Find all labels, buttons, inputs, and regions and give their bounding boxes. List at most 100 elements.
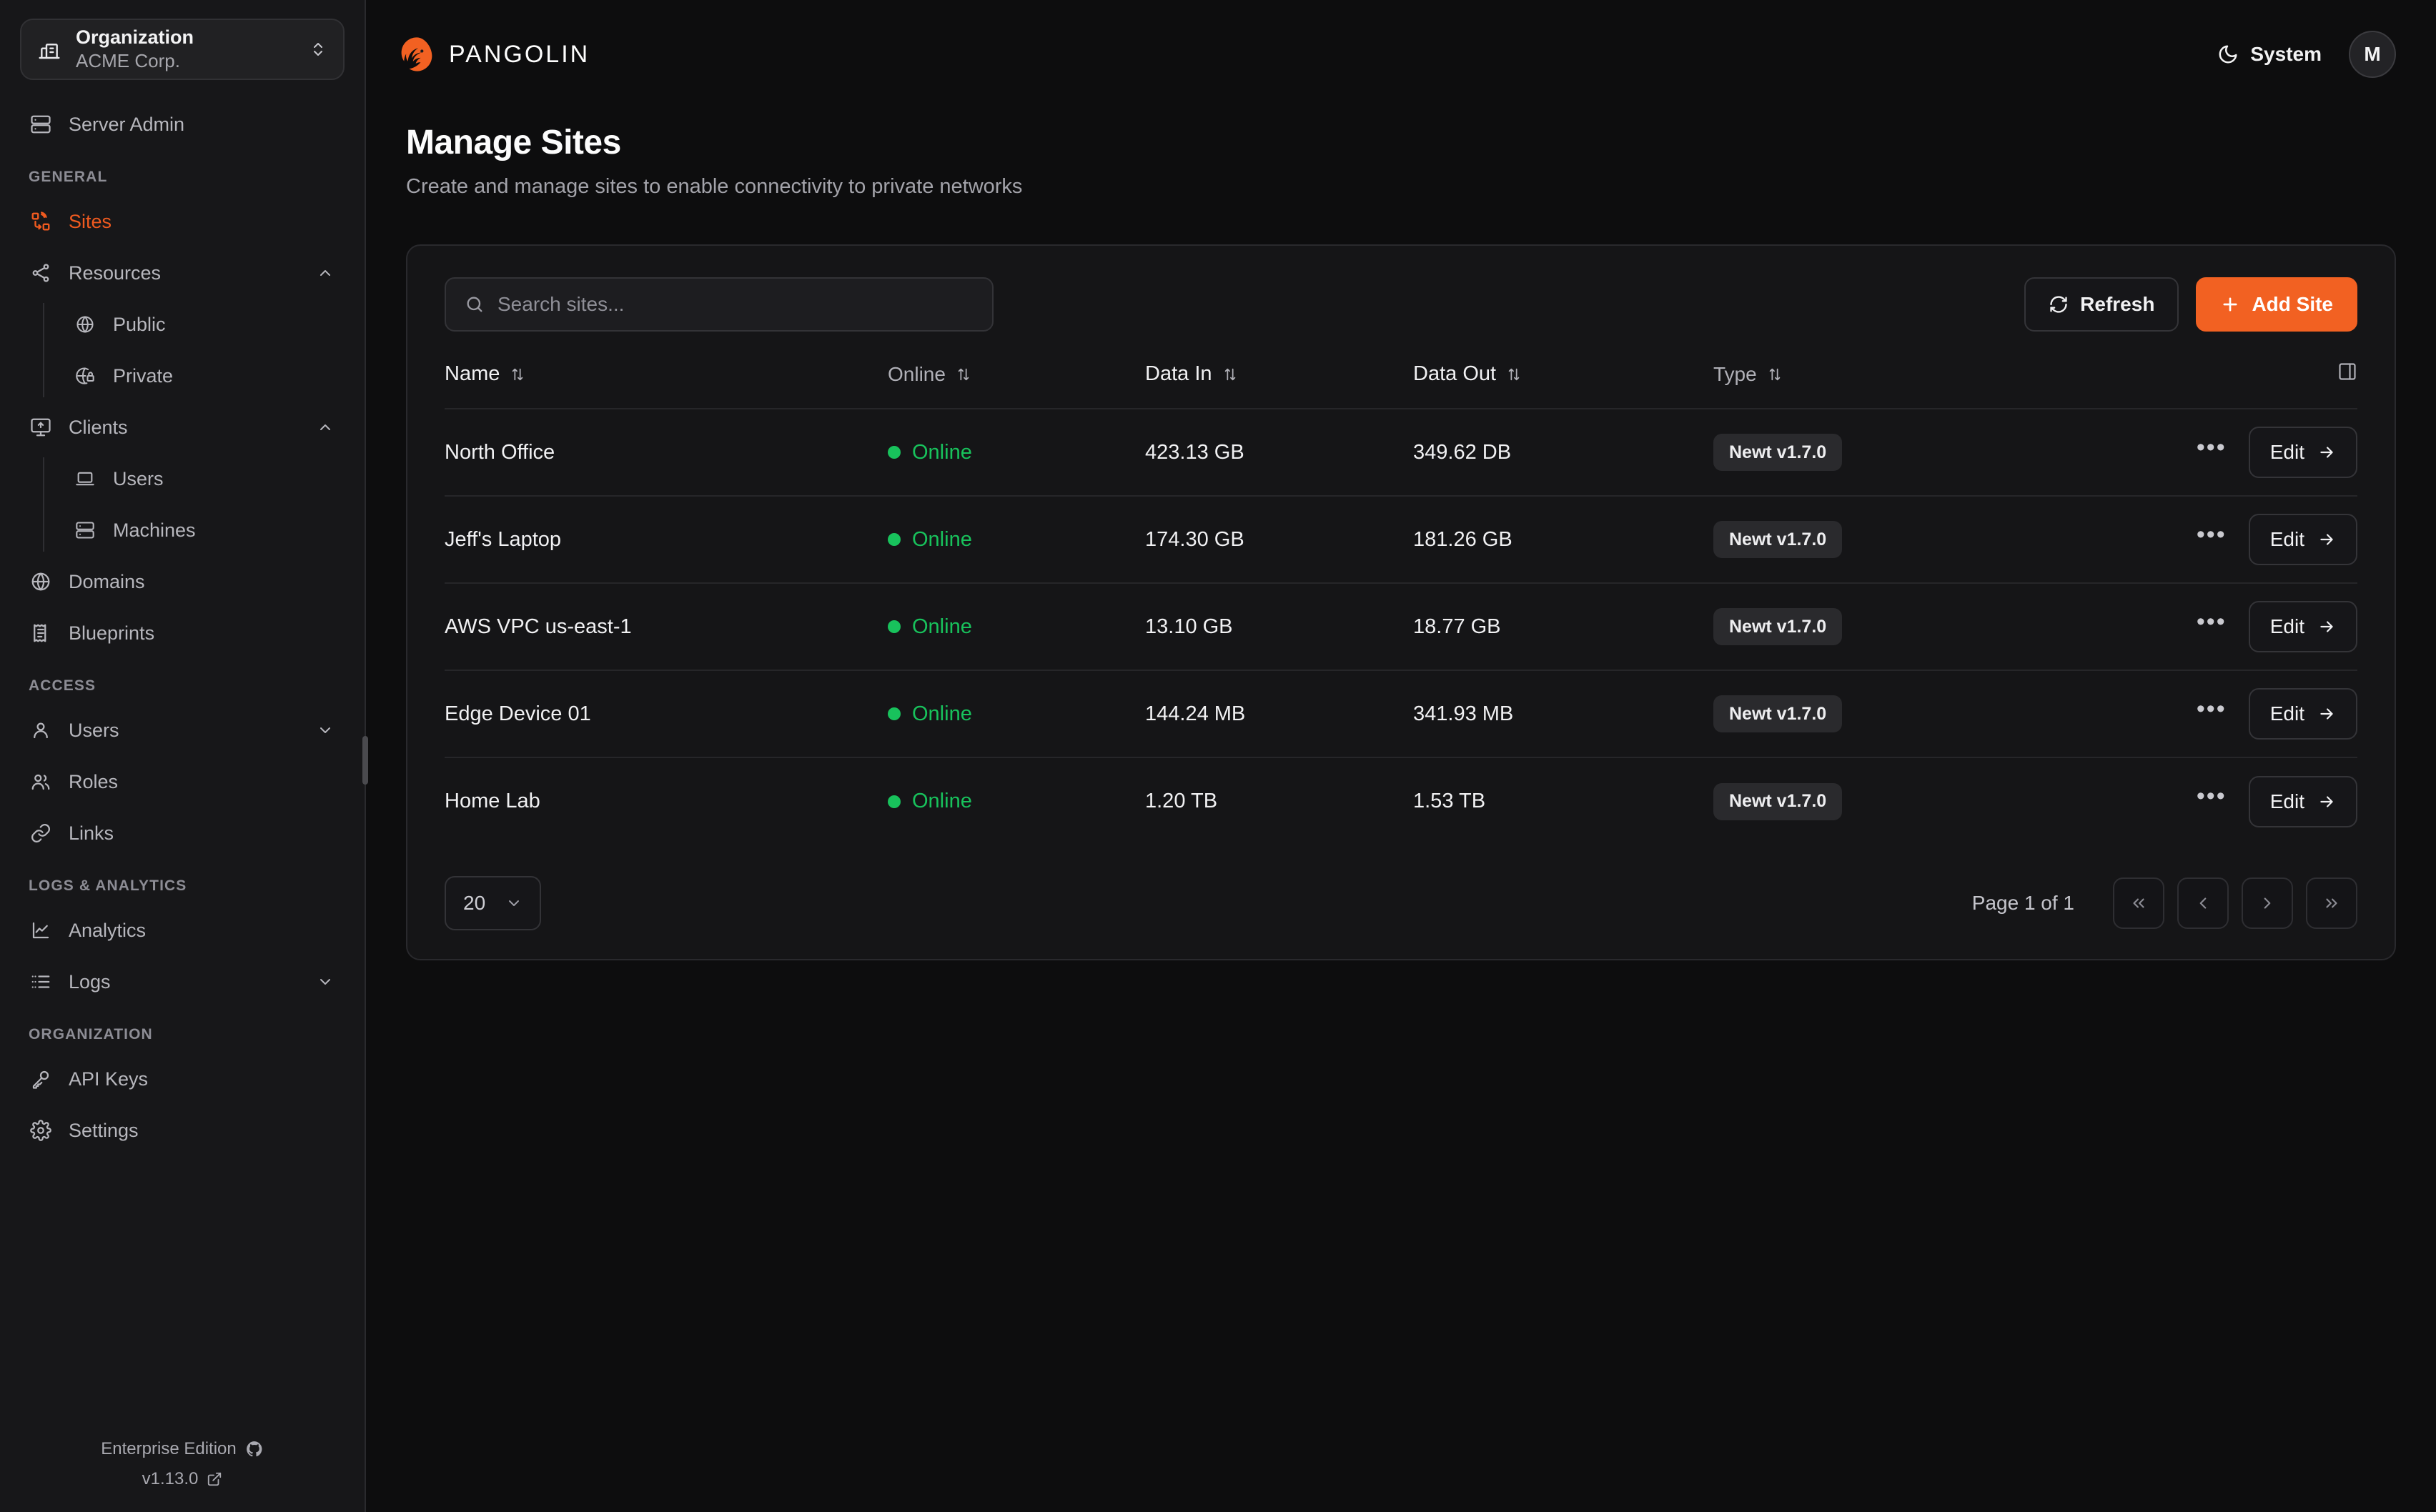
ellipsis-icon[interactable]: ••• [2196, 433, 2227, 461]
table-row[interactable]: Home Lab Online 1.20 TB 1.53 TB Newt v1.… [445, 757, 2357, 845]
table-row[interactable]: AWS VPC us-east-1 Online 13.10 GB 18.77 … [445, 582, 2357, 670]
prev-page-button[interactable] [2177, 877, 2229, 929]
table-row[interactable]: Edge Device 01 Online 144.24 MB 341.93 M… [445, 670, 2357, 757]
type-badge: Newt v1.7.0 [1713, 782, 1843, 820]
sidebar-item-users-clients[interactable]: Users [59, 453, 350, 504]
edit-button[interactable]: Edit [2248, 427, 2357, 478]
edition-link[interactable]: Enterprise Edition [101, 1439, 263, 1459]
sidebar-item-links[interactable]: Links [14, 807, 350, 859]
cell-data-in: 1.20 TB [1145, 757, 1413, 845]
table-row[interactable]: North Office Online 423.13 GB 349.62 DB … [445, 408, 2357, 496]
panel-toggle-icon[interactable] [2337, 362, 2357, 382]
search-input[interactable] [497, 293, 974, 316]
sidebar-item-label: Settings [69, 1119, 139, 1141]
cell-name: Jeff's Laptop [445, 495, 888, 583]
sidebar-item-server-admin[interactable]: Server Admin [14, 99, 350, 150]
cell-type: Newt v1.7.0 [1713, 670, 2028, 757]
sidebar-item-settings[interactable]: Settings [14, 1105, 350, 1156]
sidebar-item-users[interactable]: Users [14, 705, 350, 756]
cell-data-out: 181.26 GB [1413, 495, 1713, 583]
row-actions: ••• Edit [2028, 427, 2357, 478]
chevron-up-icon[interactable] [315, 264, 336, 282]
version-label: v1.13.0 [142, 1469, 199, 1488]
edit-button[interactable]: Edit [2248, 775, 2357, 827]
column-label: Data In [1145, 362, 1212, 385]
type-badge: Newt v1.7.0 [1713, 434, 1843, 471]
page-size-value: 20 [463, 892, 486, 914]
status-label: Online [912, 615, 972, 638]
sort-icon [510, 367, 525, 382]
chevron-down-icon[interactable] [315, 722, 336, 739]
edit-button[interactable]: Edit [2248, 688, 2357, 740]
sidebar-item-logs[interactable]: Logs [14, 956, 350, 1008]
topbar: PANGOLIN System M [366, 0, 2436, 109]
sidebar-item-label: Users [69, 719, 119, 741]
sort-toggle-name[interactable]: Name [445, 362, 525, 386]
chevron-up-icon[interactable] [315, 419, 336, 436]
sidebar-item-label: Clients [69, 416, 128, 438]
cell-type: Newt v1.7.0 [1713, 757, 2028, 845]
edit-button[interactable]: Edit [2248, 514, 2357, 565]
ellipsis-icon[interactable]: ••• [2196, 782, 2227, 810]
first-page-button[interactable] [2113, 877, 2164, 929]
sort-toggle-data-out[interactable]: Data Out [1413, 362, 1522, 386]
card-toolbar: Refresh Add Site [445, 277, 2357, 332]
sidebar-item-blueprints[interactable]: Blueprints [14, 607, 350, 659]
ellipsis-icon[interactable]: ••• [2196, 695, 2227, 722]
status-label: Online [912, 702, 972, 725]
status-label: Online [912, 440, 972, 464]
sort-toggle-online[interactable]: Online [888, 363, 971, 386]
status-badge: Online [888, 441, 1145, 464]
cell-type: Newt v1.7.0 [1713, 582, 2028, 670]
add-site-button[interactable]: Add Site [2196, 277, 2357, 332]
cell-type: Newt v1.7.0 [1713, 495, 2028, 583]
refresh-button[interactable]: Refresh [2024, 277, 2179, 332]
sidebar-section-general: GENERAL [29, 169, 108, 185]
sidebar-item-machines[interactable]: Machines [59, 504, 350, 556]
sidebar-item-label: Resources [69, 262, 162, 284]
sidebar-item-private[interactable]: Private [59, 350, 350, 402]
sidebar-item-analytics[interactable]: Analytics [14, 905, 350, 956]
last-page-button[interactable] [2306, 877, 2357, 929]
globe-icon [73, 314, 97, 334]
cell-data-in: 144.24 MB [1145, 670, 1413, 757]
search-box[interactable] [445, 277, 994, 332]
ellipsis-icon[interactable]: ••• [2196, 607, 2227, 635]
sidebar-item-label: Public [113, 313, 166, 335]
edit-button[interactable]: Edit [2248, 601, 2357, 652]
arrow-right-icon [2317, 792, 2336, 811]
sidebar-item-sites[interactable]: Sites [14, 196, 350, 247]
sort-toggle-data-in[interactable]: Data In [1145, 362, 1238, 386]
org-label: Organization [76, 26, 194, 49]
version-link[interactable]: v1.13.0 [142, 1469, 223, 1489]
edit-label: Edit [2269, 441, 2304, 463]
page-indicator: Page 1 of 1 [1971, 892, 2074, 914]
sidebar-item-clients[interactable]: Clients [14, 402, 350, 453]
page-size-select[interactable]: 20 [445, 876, 542, 930]
sidebar-item-domains[interactable]: Domains [14, 556, 350, 607]
brand-logo[interactable]: PANGOLIN [397, 35, 590, 74]
sidebar-item-resources[interactable]: Resources [14, 247, 350, 299]
server-icon [29, 114, 53, 135]
sidebar-item-api-keys[interactable]: API Keys [14, 1053, 350, 1105]
sidebar-subnav-resources: Public Private [43, 299, 365, 402]
chevrons-up-down-icon [309, 41, 327, 58]
table-row[interactable]: Jeff's Laptop Online 174.30 GB 181.26 GB… [445, 495, 2357, 583]
ellipsis-icon[interactable]: ••• [2196, 520, 2227, 548]
theme-toggle[interactable]: System [2217, 43, 2322, 66]
refresh-icon [2049, 294, 2069, 314]
sort-toggle-type[interactable]: Type [1713, 363, 1783, 386]
sidebar-scrollbar-thumb[interactable] [362, 736, 368, 785]
sidebar-item-public[interactable]: Public [59, 299, 350, 350]
avatar[interactable]: M [2349, 31, 2396, 78]
column-header-name: Name [445, 362, 888, 409]
org-switcher[interactable]: Organization ACME Corp. [20, 19, 345, 80]
next-page-button[interactable] [2242, 877, 2293, 929]
chevron-down-icon[interactable] [315, 973, 336, 990]
status-dot-icon [888, 795, 901, 808]
arrow-right-icon [2317, 705, 2336, 723]
sidebar: Organization ACME Corp. Server Admin [0, 0, 368, 1512]
column-header-type: Type [1713, 362, 2028, 409]
sidebar-item-label: Domains [69, 570, 145, 592]
sidebar-item-roles[interactable]: Roles [14, 756, 350, 807]
